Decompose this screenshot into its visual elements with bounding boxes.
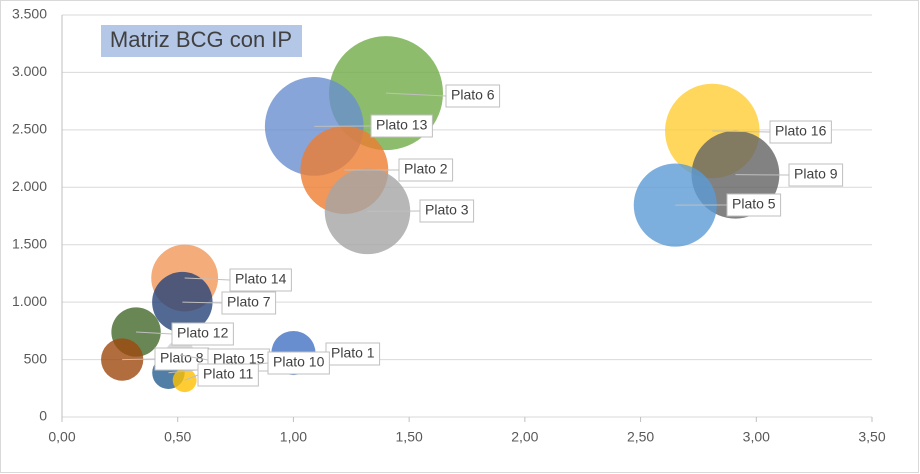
x-tick-label: 0,50 — [164, 429, 191, 445]
leader-line — [385, 92, 447, 97]
data-label: Plato 6 — [451, 87, 495, 103]
leader-line — [184, 277, 231, 281]
x-tick-label: 2,50 — [627, 429, 654, 445]
data-label: Plato 10 — [273, 354, 325, 370]
label-box — [769, 120, 832, 144]
x-tick-label: 3,00 — [743, 429, 770, 445]
data-label: Plato 3 — [425, 202, 469, 218]
leader-line — [179, 354, 209, 361]
y-tick-label: 2.000 — [12, 178, 47, 194]
leader-line — [182, 301, 223, 304]
label-box — [171, 322, 234, 346]
x-tick-label: 1,00 — [280, 429, 307, 445]
y-tick-label: 500 — [24, 350, 48, 366]
label-box — [398, 158, 454, 182]
y-tick-label: 1.000 — [12, 293, 47, 309]
data-label: Plato 9 — [794, 166, 838, 182]
x-tick-label: 2,00 — [511, 429, 538, 445]
y-tick-label: 3.000 — [12, 63, 47, 79]
data-label: Plato 11 — [203, 366, 254, 382]
label-box — [229, 268, 292, 292]
title-box — [101, 25, 302, 57]
y-tick-label: 0 — [39, 408, 47, 424]
y-tick-label: 3.500 — [12, 6, 47, 22]
data-label: Plato 15 — [213, 351, 265, 367]
leader-line — [712, 130, 771, 133]
label-box — [445, 84, 501, 108]
label-box — [197, 363, 259, 387]
data-label: Plato 13 — [376, 117, 428, 133]
label-box — [370, 114, 433, 138]
data-label: Plato 1 — [331, 345, 375, 361]
data-label: Plato 7 — [227, 294, 271, 310]
data-label: Plato 16 — [775, 123, 827, 139]
y-tick-label: 1.500 — [12, 235, 47, 251]
data-label: Plato 14 — [235, 271, 287, 287]
data-label: Plato 5 — [732, 196, 776, 212]
label-box — [726, 193, 782, 217]
data-label: Plato 12 — [177, 325, 229, 341]
data-label: Plato 2 — [404, 161, 448, 177]
x-tick-label: 1,50 — [396, 429, 423, 445]
chart-title: Matriz BCG con IP — [110, 27, 292, 52]
leader-line — [136, 331, 173, 335]
bubble — [152, 271, 213, 333]
label-box — [267, 351, 330, 375]
leader-line — [184, 374, 199, 381]
data-label: Plato 8 — [160, 350, 204, 366]
leader-line — [122, 358, 156, 361]
labels: Plato 6 Plato 13 Plato 2 Plato 3 Plato 16 Pla… — [122, 84, 844, 387]
x-tick-label: 3,50 — [858, 429, 885, 445]
y-tick-label: 2.500 — [12, 121, 47, 137]
label-box — [221, 291, 277, 315]
label-box — [419, 199, 475, 223]
x-tick-label: 0,00 — [48, 429, 75, 445]
label-box — [788, 163, 844, 187]
